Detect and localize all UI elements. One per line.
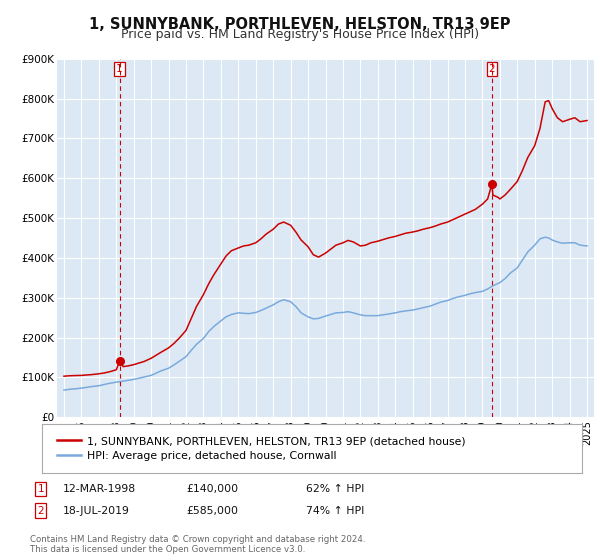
Text: 2: 2 (488, 64, 495, 74)
Text: 62% ↑ HPI: 62% ↑ HPI (306, 484, 364, 494)
Text: 1: 1 (37, 484, 44, 494)
Text: 1: 1 (116, 64, 123, 74)
Text: 2: 2 (37, 506, 44, 516)
Text: 12-MAR-1998: 12-MAR-1998 (63, 484, 136, 494)
Text: 1, SUNNYBANK, PORTHLEVEN, HELSTON, TR13 9EP: 1, SUNNYBANK, PORTHLEVEN, HELSTON, TR13 … (89, 17, 511, 32)
Text: £140,000: £140,000 (186, 484, 238, 494)
Text: £585,000: £585,000 (186, 506, 238, 516)
Text: 18-JUL-2019: 18-JUL-2019 (63, 506, 130, 516)
Text: 74% ↑ HPI: 74% ↑ HPI (306, 506, 364, 516)
Text: Price paid vs. HM Land Registry's House Price Index (HPI): Price paid vs. HM Land Registry's House … (121, 28, 479, 41)
Text: Contains HM Land Registry data © Crown copyright and database right 2024.: Contains HM Land Registry data © Crown c… (30, 535, 365, 544)
Text: This data is licensed under the Open Government Licence v3.0.: This data is licensed under the Open Gov… (30, 545, 305, 554)
Legend: 1, SUNNYBANK, PORTHLEVEN, HELSTON, TR13 9EP (detached house), HPI: Average price: 1, SUNNYBANK, PORTHLEVEN, HELSTON, TR13 … (53, 432, 470, 465)
